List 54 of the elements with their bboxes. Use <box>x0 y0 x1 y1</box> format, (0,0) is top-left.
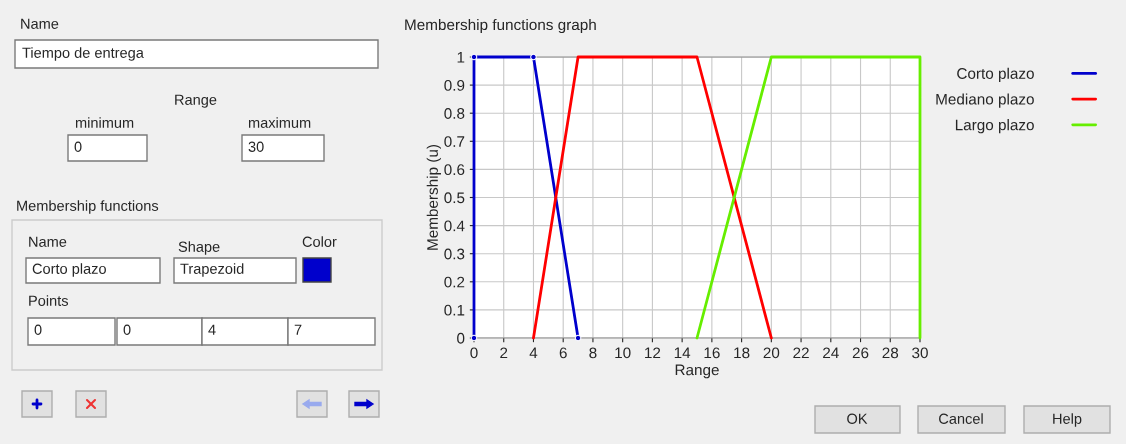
text: Help <box>1053 413 1082 427</box>
text: Shape <box>178 241 220 255</box>
text: Corto plazo <box>957 67 1034 82</box>
text: 0 <box>74 141 82 152</box>
y-tick-label: 0.3 <box>444 248 465 260</box>
x-tick-label: 4 <box>529 347 538 359</box>
y-tick-label: 0.9 <box>444 79 465 91</box>
text: Corto plazo <box>32 263 106 277</box>
y-tick-label: 0.7 <box>444 136 465 147</box>
y-tick-label: 1 <box>457 52 465 63</box>
text: Name <box>29 236 67 247</box>
x-tick-label: 6 <box>559 347 567 359</box>
x-tick-label: 2 <box>500 347 508 359</box>
text: Trapezoid <box>180 263 244 277</box>
x-tick-label: 24 <box>823 347 839 359</box>
text: Points <box>29 295 69 306</box>
x-tick-label: 28 <box>882 347 899 359</box>
y-tick-label: 0.1 <box>444 304 465 316</box>
x-tick-label: 12 <box>645 347 661 359</box>
y-tick-label: 0.5 <box>444 192 465 204</box>
text: Largo plazo <box>955 119 1034 134</box>
x-axis-title: Range <box>675 364 719 379</box>
y-tick-label: 0.2 <box>444 276 465 288</box>
x-tick-label: 20 <box>763 347 780 359</box>
y-axis-title: Membership (u) <box>426 144 441 250</box>
y-tick-label: 0.8 <box>444 108 465 119</box>
text: OK <box>847 413 868 424</box>
text: Color <box>302 236 337 247</box>
x-tick-label: 30 <box>912 347 928 359</box>
text: Range <box>175 94 217 108</box>
y-tick-label: 0.6 <box>444 164 465 176</box>
text: Name <box>21 18 59 29</box>
text: 4 <box>208 324 216 335</box>
x-tick-label: 8 <box>589 347 597 359</box>
text: 0 <box>34 324 42 335</box>
x-tick-label: 14 <box>674 347 691 359</box>
text: maximum <box>248 117 311 128</box>
text: 30 <box>248 141 264 152</box>
text: 7 <box>294 324 302 335</box>
text: Mediano plazo <box>936 93 1034 108</box>
chart-title: Membership functions graph <box>405 18 596 34</box>
text: Cancel <box>939 413 983 424</box>
y-tick-label: 0.4 <box>444 220 465 232</box>
x-tick-label: 0 <box>470 347 478 359</box>
text: 0 <box>123 324 131 335</box>
x-tick-label: 16 <box>704 347 720 359</box>
text: Membership functions <box>17 200 159 214</box>
x-tick-label: 22 <box>793 347 809 359</box>
x-tick-label: 18 <box>734 347 750 359</box>
y-tick-label: 0 <box>457 332 465 344</box>
text: Tiempo de entrega <box>22 47 144 61</box>
text: minimum <box>75 117 134 128</box>
x-tick-label: 10 <box>615 347 631 359</box>
x-tick-label: 26 <box>852 347 869 359</box>
